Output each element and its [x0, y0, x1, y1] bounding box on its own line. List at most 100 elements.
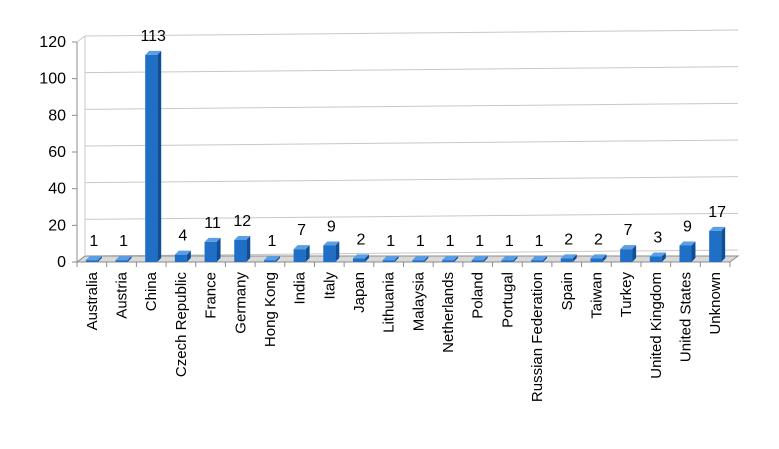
x-tick-labels: Australia Austria China Czech Republic Franc… [76, 262, 731, 402]
bar [145, 50, 162, 263]
data-label: 1 [267, 233, 276, 250]
bar-front [85, 260, 98, 262]
data-label: 1 [119, 233, 128, 250]
bar-side [97, 256, 102, 262]
bar-side [721, 226, 726, 262]
data-label: 2 [357, 231, 366, 248]
bar-top [174, 250, 191, 255]
x-tick-label: United States [677, 272, 694, 362]
bar [442, 256, 459, 262]
bar-side [246, 236, 251, 262]
y-tick-label: 80 [48, 107, 66, 124]
bar-top [531, 256, 548, 261]
bar-top [620, 245, 637, 250]
data-label: 1 [416, 233, 425, 250]
bar-front [471, 260, 484, 262]
bar-top [85, 256, 102, 261]
data-label: 2 [594, 231, 603, 248]
x-tick-label: Austria [114, 271, 131, 318]
bar-top [323, 241, 340, 246]
x-tick-label: Turkey [618, 272, 635, 318]
bar-top [590, 254, 607, 259]
data-label: 9 [327, 219, 336, 236]
y-tick-label: 120 [39, 34, 66, 51]
bar [382, 256, 399, 262]
data-label: 1 [475, 233, 484, 250]
bar [412, 256, 429, 262]
x-tick-label: Unknown [707, 272, 724, 335]
bar-top [263, 256, 280, 261]
bar [679, 241, 696, 262]
x-tick-label: United Kingdom [648, 272, 665, 379]
bar-front [531, 260, 544, 262]
bar-side [513, 256, 518, 262]
data-label: 17 [708, 204, 726, 221]
data-label: 1 [386, 233, 395, 250]
bar [115, 256, 132, 262]
bars [85, 50, 726, 263]
x-tick-label: Russian Federation [529, 272, 546, 402]
bar-side [424, 256, 429, 262]
bar-side [157, 50, 162, 263]
bar-side [275, 256, 280, 262]
x-tick-label: China [143, 271, 160, 311]
bar [234, 236, 251, 262]
bar [174, 250, 191, 262]
x-tick-label: Spain [559, 272, 576, 310]
data-label: 9 [683, 219, 692, 236]
x-tick-label: Italy [321, 272, 338, 300]
x-tick-label: Hong Kong [262, 272, 279, 347]
bar-side [335, 241, 340, 262]
data-label: 7 [624, 222, 633, 239]
bar-side [483, 256, 488, 262]
bar-front [115, 260, 128, 262]
x-tick-label: Taiwan [588, 272, 605, 319]
bar-side [186, 250, 191, 262]
x-tick-label: France [203, 272, 220, 319]
bar-top [709, 226, 726, 231]
bar-front [412, 260, 425, 262]
x-tick-label: Poland [470, 272, 487, 319]
bar [501, 256, 518, 262]
bar-top [293, 245, 310, 250]
bar-front [501, 260, 514, 262]
bar-front [679, 245, 692, 262]
data-label: 7 [297, 222, 306, 239]
x-tick-label: Malaysia [410, 271, 427, 331]
y-tick-labels: 0 20 40 60 80 100 120 [39, 34, 77, 271]
bar-front [709, 230, 722, 262]
bar [471, 256, 488, 262]
bar [709, 226, 726, 262]
data-label: 1 [505, 233, 514, 250]
bar-top [442, 256, 459, 261]
bar-front [174, 254, 187, 262]
bar-top [649, 252, 666, 257]
bar-front [649, 256, 662, 262]
bar-front [560, 258, 573, 262]
bar-top [115, 256, 132, 261]
bar-front [204, 241, 217, 262]
data-label: 1 [535, 233, 544, 250]
gridline [84, 176, 739, 184]
bar-front [590, 258, 603, 262]
x-tick-label: Japan [351, 272, 368, 313]
gridline [84, 66, 739, 74]
bar-front [145, 54, 158, 263]
bar-top [471, 256, 488, 261]
y-tick-label: 100 [39, 71, 66, 88]
bar-front [352, 258, 365, 262]
x-tick-label: Portugal [499, 272, 516, 328]
x-tick-label: Netherlands [440, 272, 457, 353]
bar [352, 254, 369, 262]
bar-side [572, 254, 577, 262]
gridline [84, 29, 739, 37]
x-tick-label: India [292, 271, 309, 304]
bar-front [263, 260, 276, 262]
bar-front [323, 245, 336, 262]
data-label: 4 [178, 228, 187, 245]
bar [620, 245, 637, 262]
y-tick-label: 0 [57, 254, 66, 271]
gridline [84, 139, 739, 147]
